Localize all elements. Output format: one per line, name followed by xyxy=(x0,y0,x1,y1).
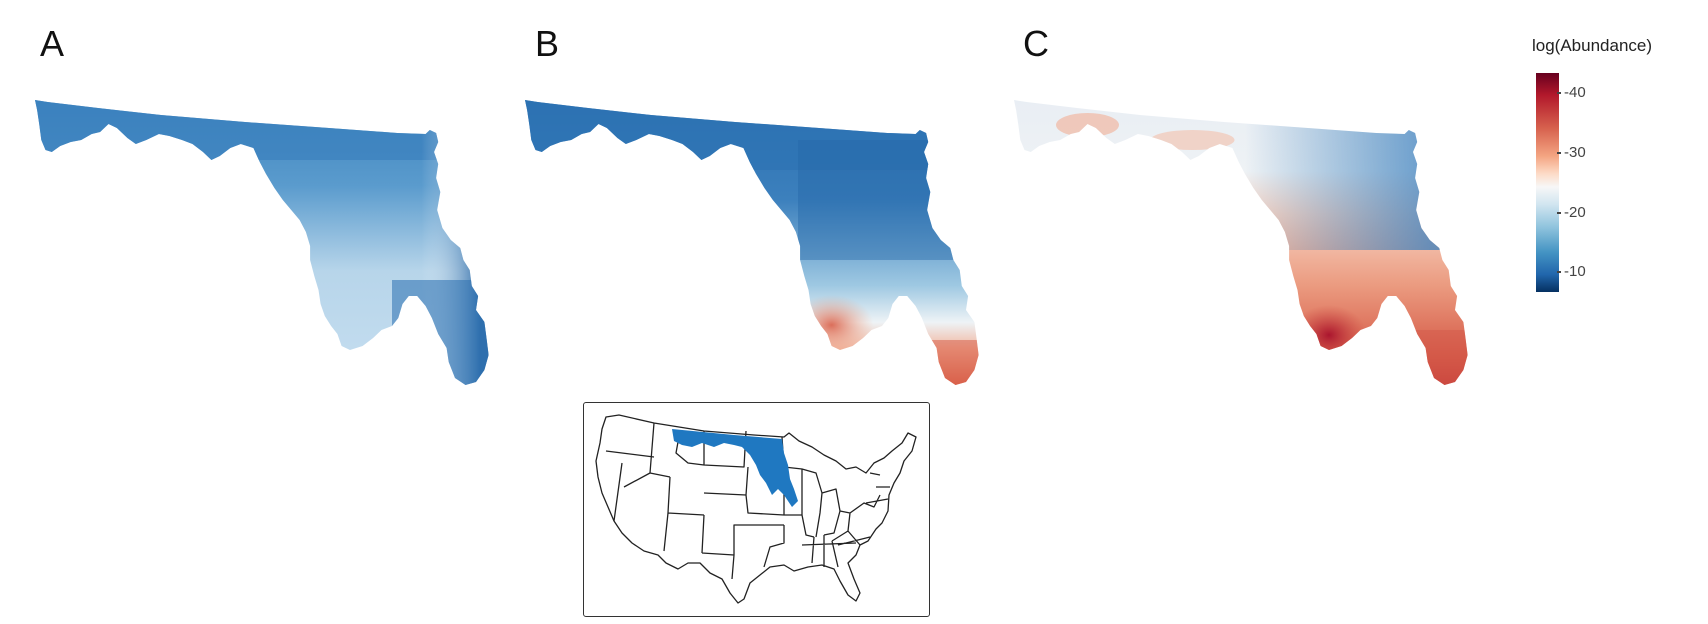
highlighted-region xyxy=(672,429,798,507)
us-outline-map xyxy=(595,414,917,604)
panel-label-b: B xyxy=(535,23,560,64)
colorbar-tick-40: -40 xyxy=(1557,85,1586,100)
colorbar-tick-10: -10 xyxy=(1557,264,1586,279)
map-panel-a xyxy=(35,100,489,385)
colorbar xyxy=(1536,73,1559,292)
colorbar-tick-20: -20 xyxy=(1557,205,1586,220)
legend-title: log(Abundance) xyxy=(1532,36,1653,55)
inset-us-map xyxy=(583,402,930,617)
panel-label-a: A xyxy=(40,23,65,64)
map-panel-c xyxy=(1014,100,1468,385)
colorbar-tick-30: -30 xyxy=(1557,145,1586,160)
panel-label-c: C xyxy=(1023,23,1049,64)
map-panel-b xyxy=(525,100,979,385)
